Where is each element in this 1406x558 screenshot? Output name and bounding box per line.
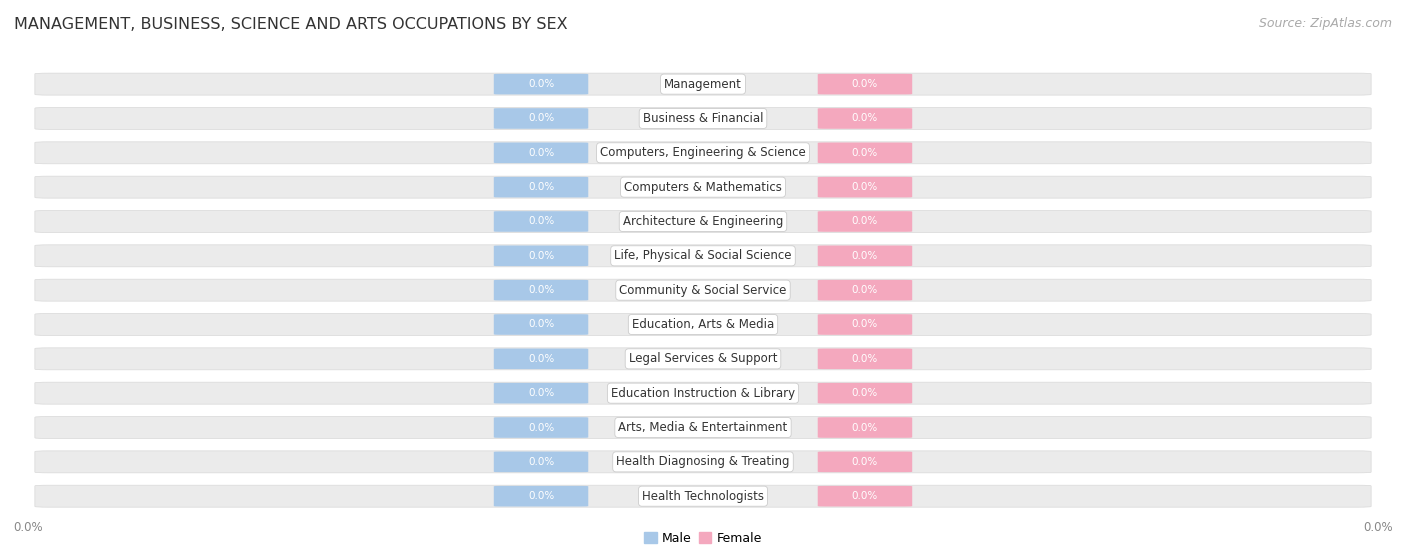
FancyBboxPatch shape — [494, 451, 588, 472]
Text: 0.0%: 0.0% — [527, 491, 554, 501]
Text: 0.0%: 0.0% — [527, 457, 554, 467]
FancyBboxPatch shape — [818, 486, 912, 507]
FancyBboxPatch shape — [494, 383, 588, 403]
Text: Legal Services & Support: Legal Services & Support — [628, 352, 778, 365]
Text: Source: ZipAtlas.com: Source: ZipAtlas.com — [1258, 17, 1392, 30]
Legend: Male, Female: Male, Female — [641, 530, 765, 547]
FancyBboxPatch shape — [818, 108, 912, 129]
FancyBboxPatch shape — [818, 74, 912, 94]
Text: Life, Physical & Social Science: Life, Physical & Social Science — [614, 249, 792, 262]
FancyBboxPatch shape — [494, 246, 588, 266]
FancyBboxPatch shape — [818, 349, 912, 369]
FancyBboxPatch shape — [818, 280, 912, 300]
FancyBboxPatch shape — [35, 73, 1371, 95]
Text: 0.0%: 0.0% — [852, 182, 879, 192]
FancyBboxPatch shape — [35, 142, 1371, 164]
FancyBboxPatch shape — [494, 142, 588, 163]
Text: Architecture & Engineering: Architecture & Engineering — [623, 215, 783, 228]
FancyBboxPatch shape — [494, 486, 588, 507]
Text: 0.0%: 0.0% — [527, 285, 554, 295]
FancyBboxPatch shape — [35, 382, 1371, 404]
FancyBboxPatch shape — [494, 280, 588, 300]
FancyBboxPatch shape — [818, 246, 912, 266]
FancyBboxPatch shape — [35, 348, 1371, 370]
Text: Computers & Mathematics: Computers & Mathematics — [624, 181, 782, 194]
Text: 0.0%: 0.0% — [527, 354, 554, 364]
FancyBboxPatch shape — [494, 211, 588, 232]
FancyBboxPatch shape — [818, 383, 912, 403]
Text: 0.0%: 0.0% — [852, 285, 879, 295]
FancyBboxPatch shape — [35, 485, 1371, 507]
Text: 0.0%: 0.0% — [852, 388, 879, 398]
Text: 0.0%: 0.0% — [527, 217, 554, 227]
Text: 0.0%: 0.0% — [527, 79, 554, 89]
FancyBboxPatch shape — [494, 349, 588, 369]
Text: 0.0%: 0.0% — [527, 320, 554, 329]
Text: Education, Arts & Media: Education, Arts & Media — [631, 318, 775, 331]
FancyBboxPatch shape — [35, 314, 1371, 335]
Text: 0.0%: 0.0% — [527, 251, 554, 261]
FancyBboxPatch shape — [494, 108, 588, 129]
FancyBboxPatch shape — [494, 177, 588, 198]
Text: 0.0%: 0.0% — [852, 79, 879, 89]
FancyBboxPatch shape — [494, 314, 588, 335]
FancyBboxPatch shape — [818, 177, 912, 198]
Text: 0.0%: 0.0% — [852, 251, 879, 261]
FancyBboxPatch shape — [35, 245, 1371, 267]
Text: Education Instruction & Library: Education Instruction & Library — [612, 387, 794, 400]
Text: Computers, Engineering & Science: Computers, Engineering & Science — [600, 146, 806, 159]
Text: MANAGEMENT, BUSINESS, SCIENCE AND ARTS OCCUPATIONS BY SEX: MANAGEMENT, BUSINESS, SCIENCE AND ARTS O… — [14, 17, 568, 32]
Text: 0.0%: 0.0% — [527, 182, 554, 192]
FancyBboxPatch shape — [494, 74, 588, 94]
FancyBboxPatch shape — [35, 416, 1371, 439]
FancyBboxPatch shape — [494, 417, 588, 438]
Text: 0.0%: 0.0% — [527, 148, 554, 158]
Text: Community & Social Service: Community & Social Service — [619, 283, 787, 297]
Text: 0.0%: 0.0% — [527, 113, 554, 123]
FancyBboxPatch shape — [818, 314, 912, 335]
Text: 0.0%: 0.0% — [852, 113, 879, 123]
FancyBboxPatch shape — [35, 108, 1371, 129]
Text: 0.0%: 0.0% — [852, 354, 879, 364]
Text: 0.0%: 0.0% — [852, 457, 879, 467]
Text: Arts, Media & Entertainment: Arts, Media & Entertainment — [619, 421, 787, 434]
Text: 0.0%: 0.0% — [852, 217, 879, 227]
Text: 0.0%: 0.0% — [852, 422, 879, 432]
FancyBboxPatch shape — [35, 210, 1371, 233]
FancyBboxPatch shape — [35, 279, 1371, 301]
FancyBboxPatch shape — [35, 451, 1371, 473]
FancyBboxPatch shape — [818, 417, 912, 438]
Text: 0.0%: 0.0% — [852, 491, 879, 501]
Text: 0.0%: 0.0% — [852, 320, 879, 329]
FancyBboxPatch shape — [35, 176, 1371, 198]
Text: Health Technologists: Health Technologists — [643, 490, 763, 503]
FancyBboxPatch shape — [818, 211, 912, 232]
Text: Business & Financial: Business & Financial — [643, 112, 763, 125]
FancyBboxPatch shape — [818, 451, 912, 472]
Text: Health Diagnosing & Treating: Health Diagnosing & Treating — [616, 455, 790, 468]
Text: 0.0%: 0.0% — [527, 388, 554, 398]
FancyBboxPatch shape — [818, 142, 912, 163]
Text: 0.0%: 0.0% — [852, 148, 879, 158]
Text: Management: Management — [664, 78, 742, 90]
Text: 0.0%: 0.0% — [527, 422, 554, 432]
